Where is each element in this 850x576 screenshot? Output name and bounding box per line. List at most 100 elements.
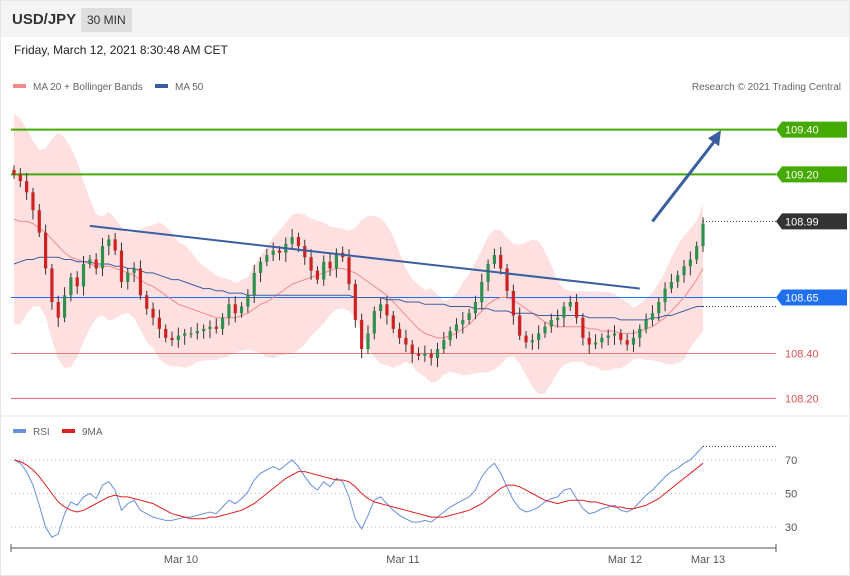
candle-body	[189, 333, 193, 335]
candle-body	[227, 304, 231, 318]
bollinger-band-fill	[14, 113, 703, 395]
candle-body	[379, 304, 383, 311]
candle-body	[650, 313, 655, 320]
ma50-line	[13, 256, 703, 321]
candle-body	[119, 250, 124, 282]
candle-body	[246, 295, 250, 307]
candle-body	[505, 268, 509, 291]
rsi-ma-legend: 9MA	[82, 427, 103, 438]
candle-body	[372, 310, 376, 334]
candle-body	[454, 324, 459, 332]
candle-body	[593, 342, 598, 345]
candle-body	[587, 337, 591, 345]
candle-body	[397, 328, 402, 338]
candle-body	[75, 277, 79, 287]
candle-body	[518, 315, 522, 336]
price-tags: 109.40 109.20 108.99 108.65 108.40 108.20	[776, 121, 847, 405]
candle-body	[334, 252, 338, 269]
candle-body	[176, 335, 180, 341]
candle-body	[625, 340, 629, 345]
candle-body	[265, 255, 269, 262]
candle-body	[695, 246, 699, 260]
rsi-tick-label: 70	[785, 455, 797, 467]
ma50-tag	[776, 289, 847, 306]
candle-body	[81, 263, 86, 287]
candle-body	[164, 328, 168, 338]
candle-body	[239, 306, 244, 314]
currency-pair: USD/JPY	[12, 11, 77, 28]
x-tick-label: Mar 12	[608, 554, 642, 566]
candle-body	[391, 315, 395, 329]
candle-body	[404, 337, 408, 345]
candle-body	[568, 302, 572, 307]
candle-body	[107, 239, 111, 247]
candle-body	[473, 302, 478, 314]
last-price-tag	[776, 213, 847, 230]
candle-body	[423, 353, 427, 356]
x-tick-label: Mar 10	[164, 554, 198, 566]
candle-body	[309, 257, 313, 271]
candle-body	[461, 319, 465, 325]
candle-body	[303, 246, 307, 258]
candle-body	[233, 304, 237, 314]
candle-body	[435, 349, 440, 359]
candle-body	[410, 344, 414, 354]
timeframe-button[interactable]: 30 MIN	[81, 8, 132, 32]
last-price-value: 108.99	[785, 216, 819, 228]
candle-body	[100, 246, 105, 269]
candle-body	[195, 331, 199, 334]
ma50-value: 108.65	[785, 293, 819, 305]
x-tick-label: Mar 11	[386, 554, 419, 566]
candle-body	[328, 261, 332, 269]
candle-body	[638, 328, 642, 338]
ma20-legend: MA 20 + Bollinger Bands	[33, 82, 143, 93]
candle-body	[214, 326, 218, 329]
rsi-line	[13, 446, 704, 538]
candle-body	[290, 237, 294, 244]
candle-body	[511, 290, 515, 316]
candle-body	[480, 281, 484, 303]
candle-body	[669, 281, 673, 289]
candle-body	[62, 295, 67, 318]
candle-body	[12, 169, 16, 175]
bollinger-bands	[14, 113, 703, 395]
candle-body	[151, 308, 155, 318]
candle-body	[277, 250, 282, 253]
support-value: 108.40	[785, 349, 819, 361]
candle-body	[688, 259, 692, 267]
candle-body	[50, 268, 54, 303]
candle-body	[208, 326, 212, 329]
candles	[12, 165, 705, 368]
candle-body	[296, 237, 301, 247]
candle-body	[606, 335, 610, 338]
candle-body	[385, 304, 389, 316]
resistance-tag	[776, 166, 847, 183]
ma50-legend: MA 50	[175, 82, 204, 93]
candle-body	[562, 306, 566, 318]
candle-body	[132, 268, 136, 273]
candle-body	[416, 353, 421, 356]
support-value: 108.20	[785, 393, 819, 405]
candle-body	[499, 255, 503, 269]
candle-body	[44, 232, 48, 269]
candle-body	[252, 272, 256, 296]
candle-body	[524, 335, 528, 343]
candle-body	[429, 353, 433, 359]
candle-body	[56, 302, 60, 318]
candle-body	[682, 266, 686, 276]
header-bar: USD/JPY 30 MIN	[1, 1, 849, 37]
trendline	[89, 224, 640, 290]
candle-body	[170, 337, 174, 341]
candle-body	[126, 272, 130, 282]
candle-body	[492, 255, 497, 264]
candle-body	[366, 333, 370, 350]
candle-body	[37, 210, 41, 233]
rsi-tick-label: 50	[785, 489, 797, 501]
candle-body	[113, 239, 117, 251]
candle-body	[663, 288, 667, 303]
candle-body	[18, 174, 22, 182]
projection-arrow	[651, 138, 718, 223]
candle-body	[25, 181, 29, 193]
candle-body	[69, 277, 73, 296]
ma20-legend-swatch	[13, 84, 26, 88]
